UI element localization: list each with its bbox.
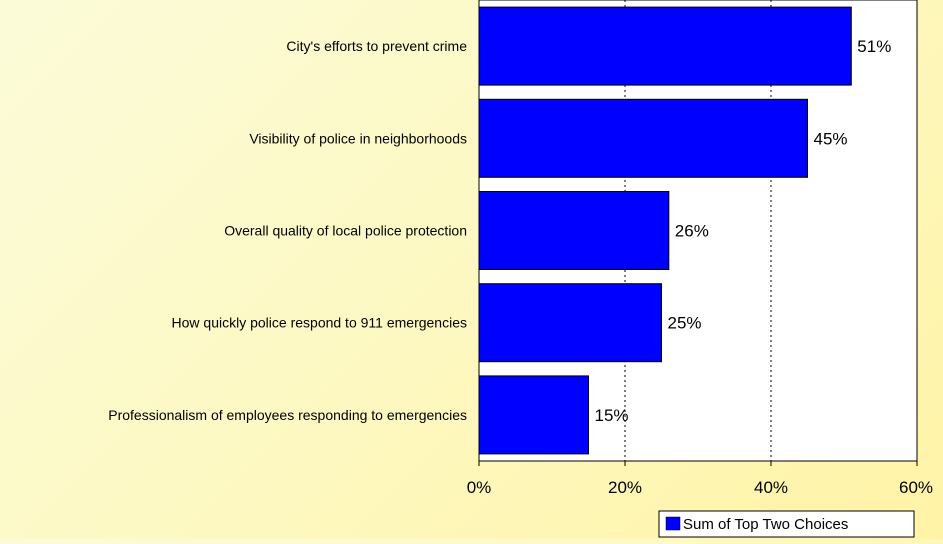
category-labels: City's efforts to prevent crime Visibilit… bbox=[108, 38, 467, 423]
legend-label: Sum of Top Two Choices bbox=[683, 516, 848, 533]
data-label: 51% bbox=[857, 37, 891, 56]
plot-frame bbox=[478, 0, 918, 462]
bar bbox=[478, 98, 808, 178]
category-label: How quickly police respond to 911 emerge… bbox=[172, 315, 467, 331]
category-label: Professionalism of employees responding … bbox=[108, 407, 467, 423]
category-label: City's efforts to prevent crime bbox=[286, 38, 467, 54]
data-label: 25% bbox=[668, 314, 702, 333]
data-label: 15% bbox=[595, 406, 629, 425]
tick-label: 60% bbox=[899, 478, 933, 497]
legend-box bbox=[658, 510, 915, 538]
tick-label: 0% bbox=[467, 478, 492, 497]
category-label: Visibility of police in neighborhoods bbox=[249, 130, 467, 146]
bar bbox=[478, 283, 662, 363]
data-labels: 51% 45% 26% 25% 15% bbox=[595, 37, 892, 425]
bar bbox=[478, 6, 852, 86]
data-label: 45% bbox=[814, 129, 848, 148]
tick-label: 40% bbox=[754, 478, 788, 497]
data-label: 26% bbox=[675, 222, 709, 241]
tick-label: 20% bbox=[608, 478, 642, 497]
bar bbox=[478, 191, 670, 270]
legend: Sum of Top Two Choices bbox=[658, 510, 915, 538]
bars bbox=[478, 6, 852, 455]
bar bbox=[478, 375, 589, 455]
x-axis-ticks: 0% 20% 40% 60% bbox=[467, 461, 933, 497]
category-label: Overall quality of local police protecti… bbox=[224, 223, 467, 239]
legend-swatch bbox=[665, 516, 681, 531]
